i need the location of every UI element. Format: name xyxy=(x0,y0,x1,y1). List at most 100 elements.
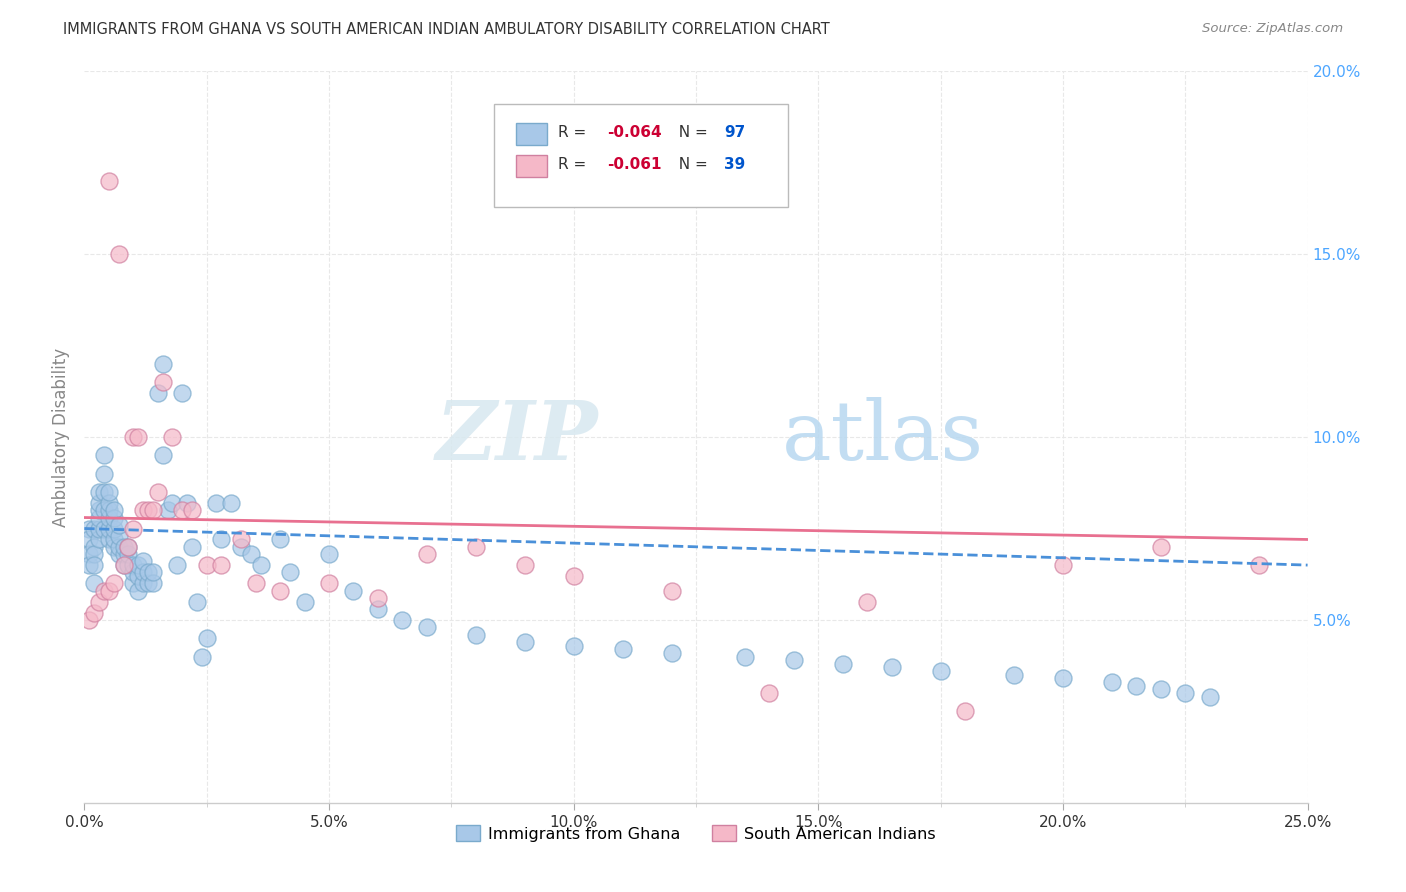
Point xyxy=(831,657,853,671)
Point xyxy=(87,594,110,608)
Point xyxy=(172,386,194,401)
Point xyxy=(87,503,110,517)
Point xyxy=(186,594,208,608)
Point xyxy=(117,547,139,561)
Point xyxy=(1002,667,1025,681)
Point xyxy=(166,558,188,573)
Point xyxy=(77,533,100,547)
Point xyxy=(103,540,125,554)
Point xyxy=(127,430,149,444)
Point xyxy=(103,521,125,535)
Legend: Immigrants from Ghana, South American Indians: Immigrants from Ghana, South American In… xyxy=(449,817,943,850)
Point xyxy=(107,540,129,554)
Point xyxy=(103,533,125,547)
Point xyxy=(269,533,291,547)
Point xyxy=(176,496,198,510)
Point xyxy=(612,642,634,657)
Point xyxy=(1198,690,1220,704)
Point xyxy=(152,357,174,371)
Point xyxy=(77,547,100,561)
Point xyxy=(97,503,120,517)
Point xyxy=(929,664,952,678)
Point xyxy=(318,576,340,591)
Point xyxy=(97,521,120,535)
Point xyxy=(152,448,174,462)
Point xyxy=(219,496,242,510)
Point xyxy=(209,558,232,573)
Text: Source: ZipAtlas.com: Source: ZipAtlas.com xyxy=(1202,22,1343,36)
Point xyxy=(117,558,139,573)
Text: N =: N = xyxy=(669,125,713,139)
Point xyxy=(1150,540,1173,554)
Point xyxy=(1101,675,1123,690)
Point xyxy=(1052,558,1074,573)
Point xyxy=(156,503,179,517)
Point xyxy=(136,503,159,517)
Point xyxy=(97,583,120,598)
Point xyxy=(87,521,110,535)
Point xyxy=(734,649,756,664)
Point xyxy=(142,503,165,517)
Point xyxy=(122,430,145,444)
Point xyxy=(107,529,129,543)
Point xyxy=(77,521,100,535)
Point xyxy=(229,540,252,554)
Point xyxy=(229,533,252,547)
Point xyxy=(93,485,115,500)
Point xyxy=(132,566,155,580)
Point xyxy=(195,632,218,646)
Point xyxy=(87,510,110,524)
Text: 97: 97 xyxy=(724,125,745,139)
Point xyxy=(142,576,165,591)
Point xyxy=(513,558,536,573)
Point xyxy=(103,503,125,517)
Text: atlas: atlas xyxy=(782,397,984,477)
Point xyxy=(136,576,159,591)
Text: IMMIGRANTS FROM GHANA VS SOUTH AMERICAN INDIAN AMBULATORY DISABILITY CORRELATION: IMMIGRANTS FROM GHANA VS SOUTH AMERICAN … xyxy=(63,22,830,37)
Point xyxy=(1174,686,1197,700)
Point xyxy=(97,510,120,524)
Point xyxy=(93,503,115,517)
Point xyxy=(97,533,120,547)
FancyBboxPatch shape xyxy=(494,104,787,207)
Point xyxy=(93,448,115,462)
Point xyxy=(136,566,159,580)
Point xyxy=(278,566,301,580)
Point xyxy=(758,686,780,700)
Point xyxy=(172,503,194,517)
Point xyxy=(127,569,149,583)
Point xyxy=(391,613,413,627)
Point xyxy=(87,533,110,547)
Point xyxy=(127,583,149,598)
Text: 39: 39 xyxy=(724,158,745,172)
Point xyxy=(367,602,389,616)
Point xyxy=(367,591,389,605)
Point xyxy=(562,639,585,653)
Point xyxy=(269,583,291,598)
Point xyxy=(953,705,976,719)
Point xyxy=(562,569,585,583)
Point xyxy=(83,558,105,573)
Point xyxy=(107,517,129,532)
Point xyxy=(83,547,105,561)
Point xyxy=(209,533,232,547)
Point xyxy=(1052,672,1074,686)
Point xyxy=(416,547,439,561)
Point xyxy=(880,660,903,674)
Point xyxy=(239,547,262,561)
Point xyxy=(127,558,149,573)
Text: R =: R = xyxy=(558,125,591,139)
Point xyxy=(181,540,204,554)
Point xyxy=(112,558,135,573)
Point xyxy=(97,496,120,510)
Point xyxy=(107,247,129,261)
Point xyxy=(83,576,105,591)
Point xyxy=(249,558,271,573)
Point xyxy=(83,606,105,620)
Point xyxy=(77,613,100,627)
Point xyxy=(112,547,135,561)
Point xyxy=(103,510,125,524)
Point xyxy=(107,547,129,561)
Point xyxy=(122,566,145,580)
Point xyxy=(783,653,806,667)
